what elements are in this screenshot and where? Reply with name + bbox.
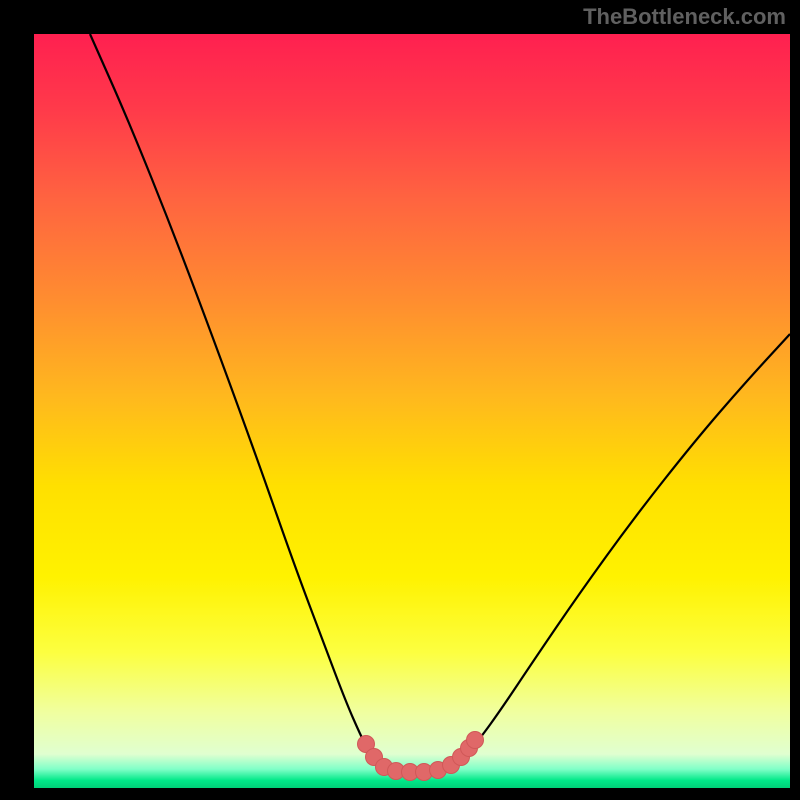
curve-right-branch	[454, 334, 790, 764]
plot-area	[34, 34, 790, 788]
curve-left-branch	[90, 34, 377, 764]
watermark-text: TheBottleneck.com	[583, 4, 786, 30]
bottleneck-curve	[34, 34, 790, 788]
outer-frame: TheBottleneck.com	[0, 0, 800, 800]
trough-marker	[467, 732, 484, 749]
